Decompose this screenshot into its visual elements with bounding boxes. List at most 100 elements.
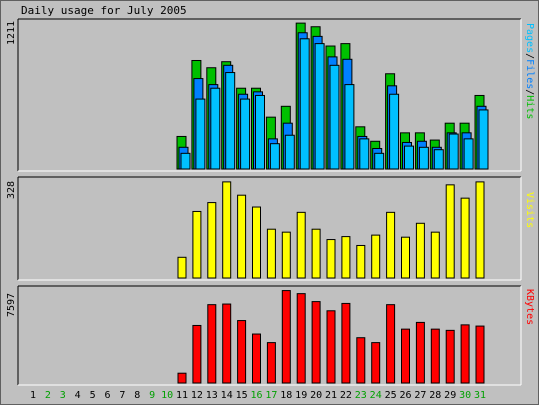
day-label: 12 <box>191 390 203 401</box>
day-label: 5 <box>90 390 96 401</box>
pages-bar <box>195 98 206 170</box>
day-label: 19 <box>295 390 307 401</box>
hits-legend-part: Files <box>524 59 535 89</box>
pages-bar <box>404 145 414 170</box>
chart-title: Daily usage for July 2005 <box>21 4 187 17</box>
kbytes-bar <box>386 304 396 384</box>
visits-bar <box>356 244 366 279</box>
day-label: 18 <box>280 390 292 401</box>
visits-bar <box>341 236 351 279</box>
kbytes-bar <box>266 342 276 384</box>
day-label: 28 <box>429 390 441 401</box>
hits-legend-part: Hits <box>524 95 535 119</box>
kbytes-bar <box>356 337 366 384</box>
hits-legend-part: / <box>524 89 535 95</box>
pages-bar <box>299 38 310 170</box>
visits-legend: Visits <box>524 192 535 228</box>
pages-bar <box>448 133 459 170</box>
day-label: 2 <box>45 390 51 401</box>
visits-bar <box>207 202 217 279</box>
day-label: 11 <box>176 390 188 401</box>
pages-bar <box>329 64 340 170</box>
day-label: 25 <box>385 390 397 401</box>
day-label: 3 <box>60 390 66 401</box>
kbytes-bar <box>237 320 247 384</box>
pages-bar <box>374 152 385 170</box>
visits-bar <box>386 211 396 279</box>
visits-bar <box>401 236 410 279</box>
visits-bar <box>326 239 336 279</box>
pages-bar <box>463 138 474 170</box>
pages-bar <box>433 149 444 170</box>
visits-bar <box>281 231 291 279</box>
day-label: 14 <box>221 390 233 401</box>
kbytes-bar <box>371 342 381 384</box>
day-label: 8 <box>134 390 140 401</box>
day-label: 20 <box>310 390 322 401</box>
visits-bar <box>192 210 202 279</box>
day-label: 9 <box>149 390 155 401</box>
day-label: 13 <box>206 390 218 401</box>
visits-max-label: 328 <box>6 181 17 199</box>
day-label: 26 <box>399 390 411 401</box>
kbytes-bar <box>401 328 410 384</box>
pages-bar <box>269 143 280 170</box>
day-label: 23 <box>355 390 367 401</box>
pages-bar <box>225 72 236 170</box>
kbytes-bar <box>281 290 291 384</box>
pages-bar <box>478 109 489 170</box>
visits-bar <box>445 184 455 279</box>
pages-bar <box>359 138 370 170</box>
pages-bar <box>180 152 191 170</box>
day-label: 21 <box>325 390 337 401</box>
day-label: 29 <box>444 390 456 401</box>
kbytes-bar <box>177 372 187 384</box>
kbytes-legend: KBytes <box>524 289 535 325</box>
kbytes-bar <box>430 328 440 384</box>
day-label: 1 <box>30 390 36 401</box>
day-label: 27 <box>414 390 426 401</box>
pages-bar <box>240 98 251 170</box>
day-label: 10 <box>161 390 173 401</box>
pages-bar <box>389 93 400 170</box>
kbytes-bar <box>311 301 321 384</box>
hits-legend-part: Pages <box>524 23 535 53</box>
day-label: 22 <box>340 390 352 401</box>
pages-bar <box>344 84 355 170</box>
day-label: 6 <box>104 390 110 401</box>
day-label: 7 <box>119 390 125 401</box>
visits-bar <box>237 194 247 279</box>
pages-bar <box>210 87 221 170</box>
day-label: 16 <box>250 390 262 401</box>
visits-bar <box>460 197 470 279</box>
day-label: 30 <box>459 390 471 401</box>
day-label: 15 <box>236 390 248 401</box>
pages-bar <box>284 134 295 170</box>
kbytes-bar <box>460 324 470 384</box>
day-label: 17 <box>265 390 277 401</box>
hits-legend-part: / <box>524 53 535 59</box>
kbytes-bar <box>222 303 232 384</box>
day-label: 31 <box>474 390 486 401</box>
visits-bar <box>266 228 276 279</box>
pages-bar <box>255 94 265 170</box>
visits-bar <box>296 211 306 279</box>
hits-max-label: 1211 <box>6 21 17 45</box>
kbytes-bar <box>445 329 455 384</box>
kbytes-bar <box>192 324 202 384</box>
visits-bar <box>177 256 187 279</box>
visits-bar <box>222 181 232 279</box>
day-label: 24 <box>370 390 382 401</box>
visits-bar <box>311 228 321 279</box>
visits-bar <box>430 231 440 279</box>
kbytes-bar <box>207 304 217 384</box>
kbytes-bar <box>475 325 485 384</box>
kbytes-bar <box>252 333 261 384</box>
pages-bar <box>418 146 429 170</box>
pages-bar <box>314 43 325 170</box>
visits-bar <box>252 206 261 279</box>
kbytes-bar <box>415 321 425 384</box>
kbytes-bar <box>341 302 351 384</box>
